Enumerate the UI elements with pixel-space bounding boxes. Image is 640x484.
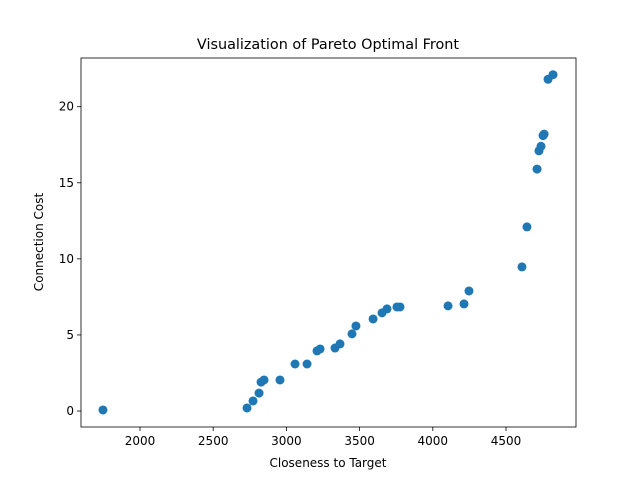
point <box>536 141 546 151</box>
point <box>347 329 357 339</box>
point <box>443 301 453 311</box>
x-tick-label: 2500 <box>198 434 229 448</box>
y-tick-label: 15 <box>59 176 74 190</box>
point <box>290 359 300 369</box>
point <box>315 344 325 354</box>
point <box>382 304 392 314</box>
point <box>335 339 345 349</box>
point <box>254 388 264 398</box>
x-tick-label: 3500 <box>344 434 375 448</box>
point <box>517 262 527 272</box>
y-tick-label: 5 <box>66 328 74 342</box>
point <box>242 403 252 413</box>
point <box>98 405 108 415</box>
point <box>351 321 361 331</box>
point <box>464 286 474 296</box>
y-tick-label: 0 <box>66 404 74 418</box>
point <box>302 359 312 369</box>
point <box>539 129 549 139</box>
x-tick-label: 4000 <box>418 434 449 448</box>
point <box>275 375 285 385</box>
point <box>522 222 532 232</box>
point <box>395 302 405 312</box>
x-tick-label: 2000 <box>125 434 156 448</box>
chart-title: Visualization of Pareto Optimal Front <box>197 37 460 53</box>
x-axis-label: Closeness to Target <box>270 456 387 470</box>
y-axis-label: Connection Cost <box>32 193 46 292</box>
x-tick-label: 4500 <box>491 434 522 448</box>
point <box>259 375 269 385</box>
y-tick-label: 20 <box>59 100 74 114</box>
point <box>248 396 258 406</box>
point <box>548 70 558 80</box>
point <box>459 299 469 309</box>
y-tick-label: 10 <box>59 252 74 266</box>
point <box>368 314 378 324</box>
point <box>532 164 542 174</box>
plot-frame <box>80 57 577 428</box>
x-tick-label: 3000 <box>271 434 302 448</box>
